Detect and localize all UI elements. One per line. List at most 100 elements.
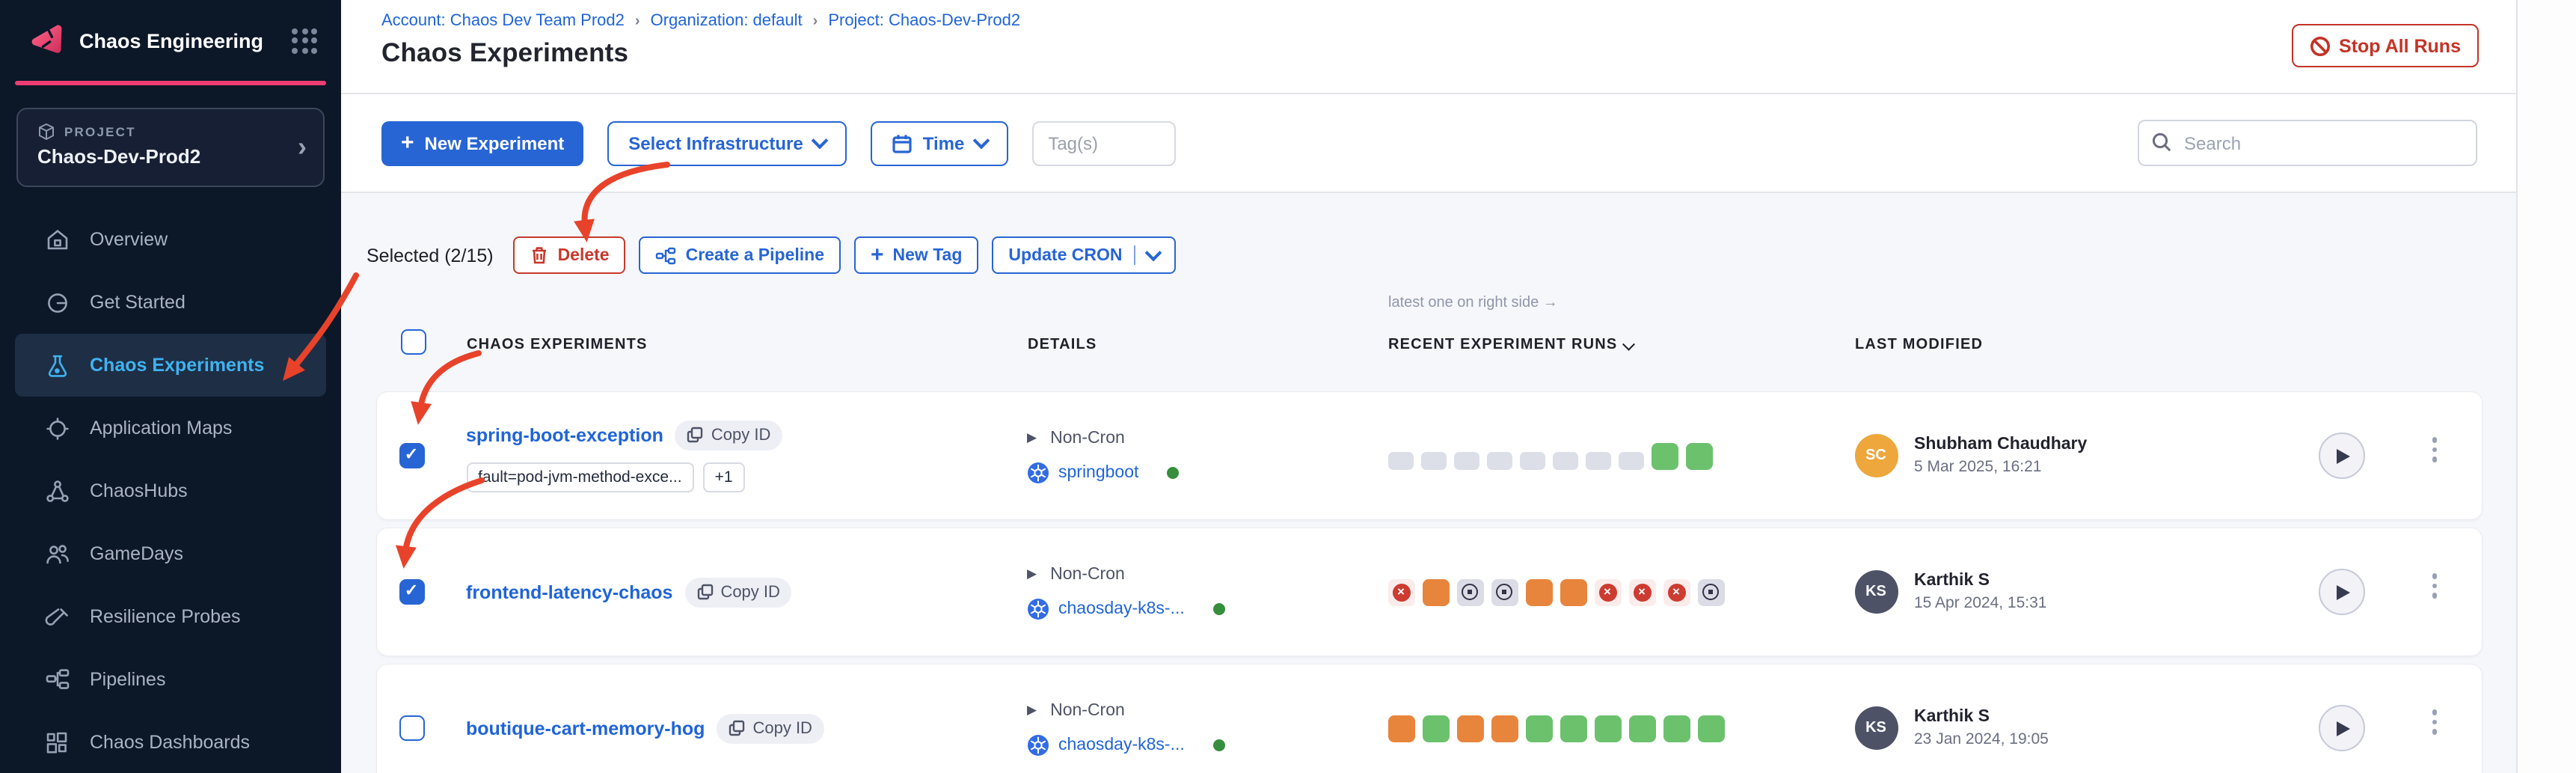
sidebar-item-label: GameDays	[90, 543, 184, 564]
play-small-icon: ▶	[1027, 702, 1037, 717]
ban-icon	[2309, 35, 2330, 56]
run-tile-warn[interactable]	[1456, 715, 1483, 742]
last-modified-cell: SC Shubham Chaudhary 5 Mar 2025, 16:21	[1854, 392, 2087, 519]
tags-input[interactable]	[1031, 120, 1176, 165]
sidebar-item-label: Resilience Probes	[90, 606, 241, 627]
plus-icon: +	[871, 242, 884, 268]
run-tile-warn[interactable]	[1525, 578, 1552, 605]
stopped-icon	[1702, 584, 1719, 600]
play-icon	[2336, 448, 2349, 463]
health-dot	[1212, 739, 1225, 751]
copy-id-button[interactable]: Copy ID	[684, 577, 792, 607]
run-tile-pending[interactable]	[1618, 451, 1643, 469]
create-pipeline-button[interactable]: Create a Pipeline	[639, 236, 841, 274]
run-tile-passed[interactable]	[1651, 442, 1678, 469]
app-switcher-icon[interactable]	[292, 28, 317, 53]
failed-x-icon: ×	[1633, 583, 1651, 601]
sidebar-item-chaoshubs[interactable]: ChaosHubs	[0, 459, 341, 522]
run-tile-pending[interactable]	[1519, 451, 1545, 469]
kubernetes-icon	[1027, 598, 1048, 619]
infrastructure-link[interactable]: chaosday-k8s-...	[1058, 599, 1185, 617]
row-menu-button[interactable]	[2424, 709, 2445, 734]
row-checkbox[interactable]: ✓	[399, 579, 424, 605]
run-tile-stopped[interactable]	[1697, 578, 1724, 605]
sidebar-item-chaos-experiments[interactable]: Chaos Experiments	[15, 334, 326, 397]
copy-icon	[687, 427, 704, 443]
tag-pill[interactable]: fault=pod-jvm-method-exce...	[466, 462, 694, 492]
run-tile-warn[interactable]	[1387, 715, 1414, 742]
run-tile-pending[interactable]	[1552, 451, 1577, 469]
project-selector[interactable]: PROJECT Chaos-Dev-Prod2 ›	[16, 108, 325, 187]
select-all-checkbox[interactable]	[401, 329, 426, 355]
run-tile-passed[interactable]	[1685, 442, 1712, 469]
details-cell: ▶ Non-Cron chaosday-k8s-...	[1027, 528, 1225, 656]
run-tile-pending[interactable]	[1585, 451, 1610, 469]
sidebar-item-chaos-dashboards[interactable]: Chaos Dashboards	[0, 711, 341, 773]
run-tile-stopped[interactable]	[1456, 578, 1483, 605]
select-infrastructure-dropdown[interactable]: Select Infrastructure	[607, 120, 847, 165]
stop-all-runs-button[interactable]: Stop All Runs	[2291, 24, 2479, 67]
run-tile-passed[interactable]	[1628, 715, 1655, 742]
breadcrumb-link[interactable]: Account: Chaos Dev Team Prod2	[381, 12, 625, 30]
experiment-name-link[interactable]: boutique-cart-memory-hog	[466, 718, 705, 739]
delete-button[interactable]: Delete	[512, 236, 626, 274]
sidebar-item-gamedays[interactable]: GameDays	[0, 522, 341, 585]
update-cron-button[interactable]: Update CRON	[992, 236, 1177, 274]
sidebar-item-pipelines[interactable]: Pipelines	[0, 648, 341, 711]
sidebar-item-label: Application Maps	[90, 418, 233, 439]
more-tags-pill[interactable]: +1	[702, 462, 745, 492]
search-input[interactable]	[2138, 120, 2477, 166]
run-tile-passed[interactable]	[1525, 715, 1552, 742]
sidebar-item-overview[interactable]: Overview	[0, 208, 341, 271]
run-tile-passed[interactable]	[1697, 715, 1724, 742]
run-tile-passed[interactable]	[1594, 715, 1621, 742]
page-header: Account: Chaos Dev Team Prod2 › Organizati…	[341, 0, 2516, 94]
run-tile-pending[interactable]	[1387, 451, 1413, 469]
copy-id-button[interactable]: Copy ID	[675, 420, 783, 450]
run-tile-failed[interactable]: ×	[1594, 578, 1621, 605]
sidebar-item-get-started[interactable]: Get Started	[0, 271, 341, 334]
breadcrumb-link[interactable]: Organization: default	[650, 12, 803, 30]
run-tile-warn[interactable]	[1491, 715, 1518, 742]
infrastructure-link[interactable]: springboot	[1058, 463, 1139, 481]
project-label: PROJECT	[64, 124, 136, 139]
experiment-name-link[interactable]: frontend-latency-chaos	[466, 581, 673, 602]
run-tile-failed[interactable]: ×	[1663, 578, 1690, 605]
run-tile-passed[interactable]	[1560, 715, 1586, 742]
run-experiment-button[interactable]	[2318, 569, 2364, 615]
run-tile-warn[interactable]	[1560, 578, 1586, 605]
modified-date: 15 Apr 2024, 15:31	[1914, 594, 2047, 612]
run-tile-pending[interactable]	[1420, 451, 1446, 469]
recent-runs-cell: × × × ×	[1387, 528, 1724, 656]
run-tile-stopped[interactable]	[1491, 578, 1518, 605]
run-experiment-button[interactable]	[2318, 705, 2364, 751]
right-gutter	[2518, 0, 2576, 773]
run-tile-failed[interactable]: ×	[1628, 578, 1655, 605]
run-tile-passed[interactable]	[1663, 715, 1690, 742]
row-menu-button[interactable]	[2424, 437, 2445, 462]
copy-id-button[interactable]: Copy ID	[717, 713, 824, 743]
modified-by-name: Karthik S	[1914, 572, 1990, 590]
pipelines-icon	[45, 667, 70, 692]
infrastructure-link[interactable]: chaosday-k8s-...	[1058, 736, 1185, 754]
sidebar-item-resilience-probes[interactable]: Resilience Probes	[0, 585, 341, 648]
new-experiment-button[interactable]: + New Experiment	[381, 120, 584, 165]
runs-note: latest one on right side →	[1388, 295, 1558, 311]
row-checkbox[interactable]	[399, 715, 424, 741]
new-tag-button[interactable]: + New Tag	[854, 236, 979, 274]
run-tile-pending[interactable]	[1453, 451, 1479, 469]
breadcrumb-link[interactable]: Project: Chaos-Dev-Prod2	[828, 12, 1021, 30]
row-menu-button[interactable]	[2424, 573, 2445, 598]
project-name: Chaos-Dev-Prod2	[37, 145, 201, 168]
run-tile-failed[interactable]: ×	[1387, 578, 1414, 605]
column-header-runs[interactable]: RECENT EXPERIMENT RUNS	[1388, 337, 1635, 353]
time-dropdown[interactable]: Time	[870, 120, 1008, 165]
row-checkbox[interactable]: ✓	[399, 443, 424, 468]
run-tile-passed[interactable]	[1422, 715, 1449, 742]
sidebar-item-application-maps[interactable]: Application Maps	[0, 397, 341, 459]
experiment-name-link[interactable]: spring-boot-exception	[466, 424, 663, 445]
run-tile-warn[interactable]	[1422, 578, 1449, 605]
run-tile-pending[interactable]	[1486, 451, 1512, 469]
details-cell: ▶ Non-Cron springboot	[1027, 392, 1180, 519]
run-experiment-button[interactable]	[2318, 433, 2364, 479]
